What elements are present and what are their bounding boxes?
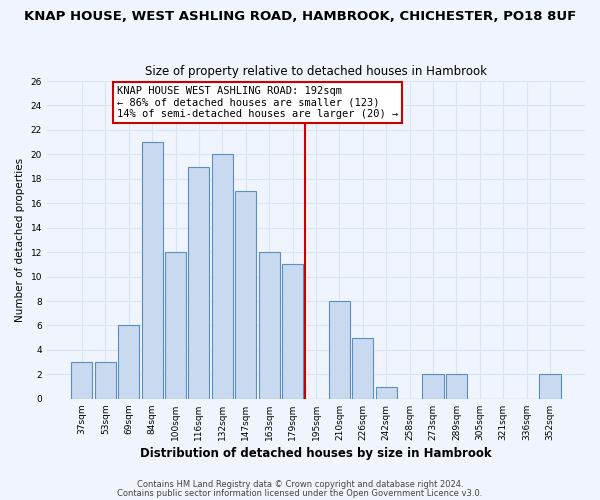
Bar bbox=[165, 252, 186, 399]
Bar bbox=[282, 264, 303, 399]
Bar bbox=[71, 362, 92, 399]
Text: KNAP HOUSE, WEST ASHLING ROAD, HAMBROOK, CHICHESTER, PO18 8UF: KNAP HOUSE, WEST ASHLING ROAD, HAMBROOK,… bbox=[24, 10, 576, 23]
Bar bbox=[118, 326, 139, 399]
Bar bbox=[422, 374, 443, 399]
Bar bbox=[142, 142, 163, 399]
Bar bbox=[329, 301, 350, 399]
X-axis label: Distribution of detached houses by size in Hambrook: Distribution of detached houses by size … bbox=[140, 447, 492, 460]
Text: Contains public sector information licensed under the Open Government Licence v3: Contains public sector information licen… bbox=[118, 489, 482, 498]
Y-axis label: Number of detached properties: Number of detached properties bbox=[15, 158, 25, 322]
Bar bbox=[539, 374, 560, 399]
Bar bbox=[95, 362, 116, 399]
Bar bbox=[446, 374, 467, 399]
Title: Size of property relative to detached houses in Hambrook: Size of property relative to detached ho… bbox=[145, 66, 487, 78]
Bar bbox=[235, 191, 256, 399]
Bar bbox=[188, 166, 209, 399]
Bar bbox=[212, 154, 233, 399]
Bar bbox=[259, 252, 280, 399]
Bar bbox=[376, 386, 397, 399]
Bar bbox=[352, 338, 373, 399]
Text: Contains HM Land Registry data © Crown copyright and database right 2024.: Contains HM Land Registry data © Crown c… bbox=[137, 480, 463, 489]
Text: KNAP HOUSE WEST ASHLING ROAD: 192sqm
← 86% of detached houses are smaller (123)
: KNAP HOUSE WEST ASHLING ROAD: 192sqm ← 8… bbox=[117, 86, 398, 119]
